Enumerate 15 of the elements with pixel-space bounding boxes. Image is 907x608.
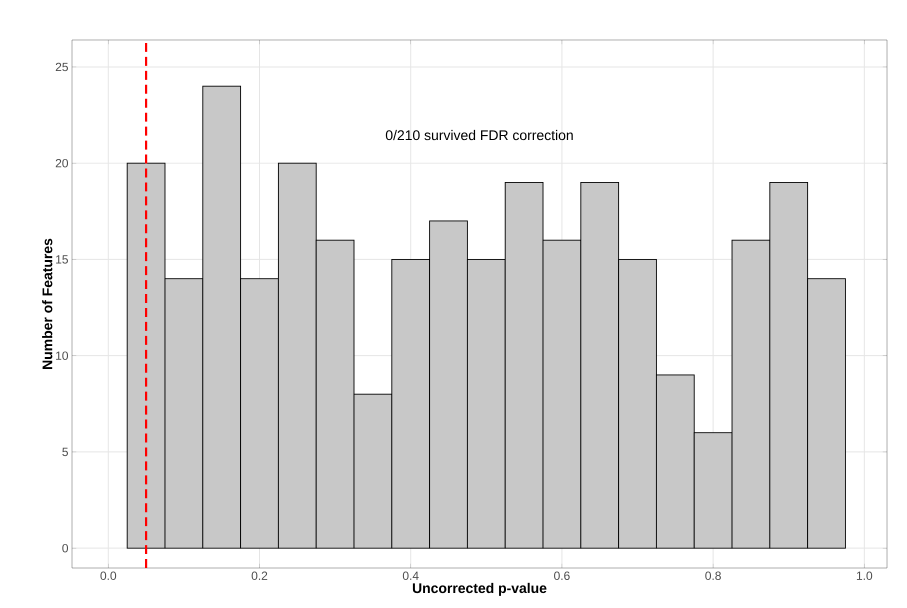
x-tick-label: 0.8: [705, 572, 721, 580]
x-axis-title: Uncorrected p-value: [412, 582, 546, 596]
y-tick-label: 25: [56, 62, 68, 72]
x-tick-label: 1.0: [856, 572, 872, 580]
y-axis-title: Number of Features: [42, 238, 52, 369]
y-tick-label: 0: [62, 544, 68, 552]
x-tick-label: 0.0: [100, 572, 116, 580]
y-tick-label: 5: [62, 448, 68, 456]
y-tick-label: 20: [56, 158, 68, 168]
y-tick-label: 15: [56, 255, 68, 264]
annotation: 0/210 survived FDR correction: [386, 130, 573, 140]
x-tick-label: 0.4: [402, 572, 419, 580]
x-tick-label: 0.2: [252, 572, 268, 580]
x-tick-label: 0.6: [554, 572, 570, 580]
y-tick-label: 10: [56, 351, 68, 360]
